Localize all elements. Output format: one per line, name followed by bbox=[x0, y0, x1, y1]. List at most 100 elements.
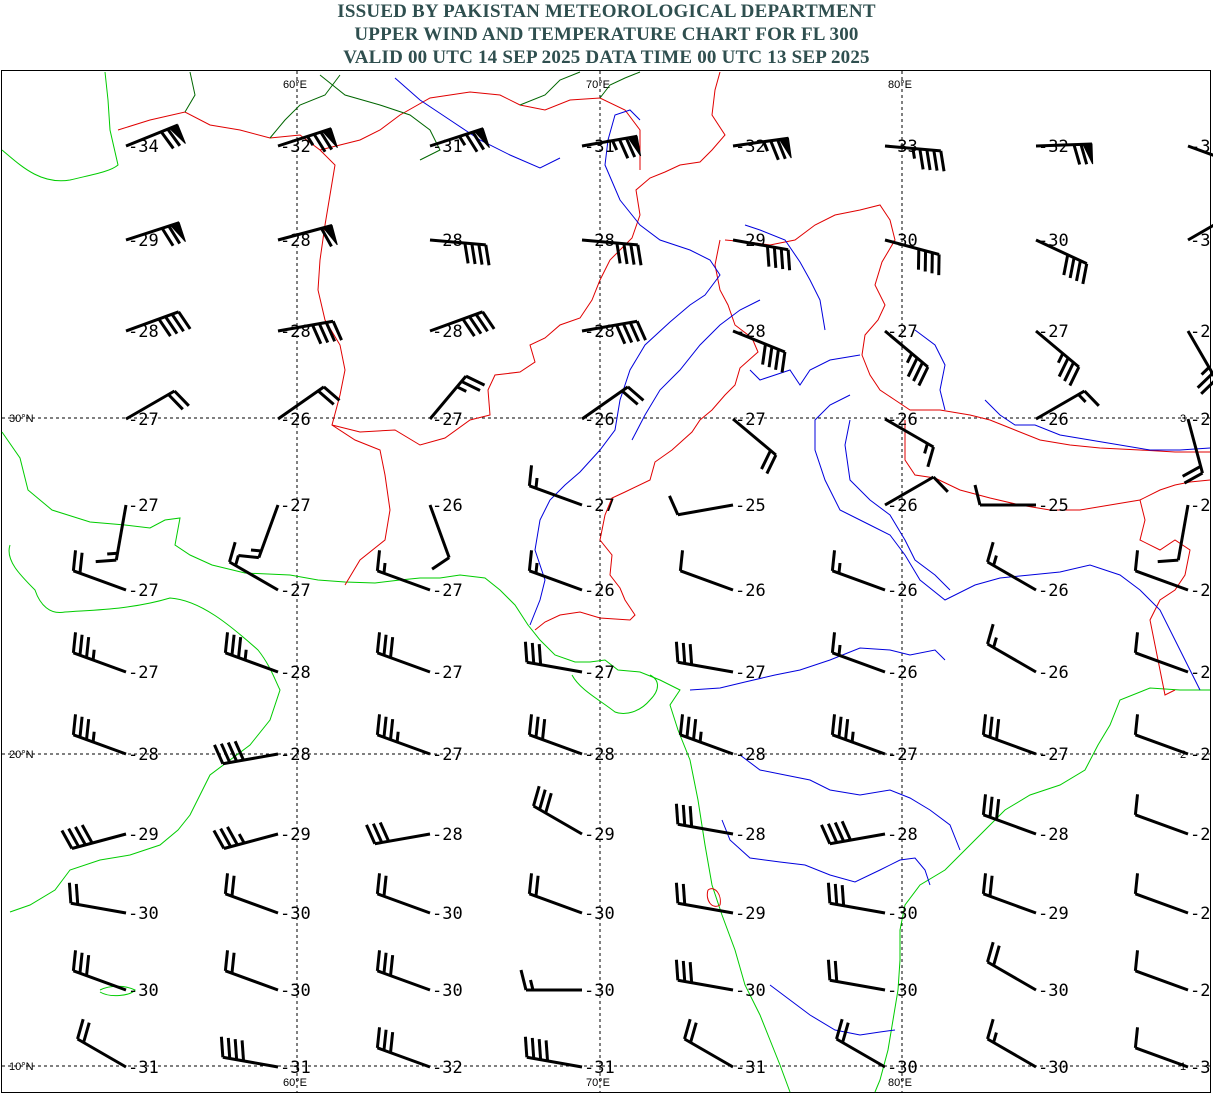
wind-barb bbox=[71, 950, 127, 992]
wind-barb bbox=[986, 541, 1037, 592]
temperature-label: -25 bbox=[735, 496, 766, 516]
station-1-4: -29 bbox=[732, 231, 792, 271]
barb-feather bbox=[226, 741, 239, 762]
temperature-label: -26 bbox=[1038, 663, 1069, 683]
barb-feather bbox=[389, 954, 395, 976]
wind-barb bbox=[1133, 714, 1189, 756]
river-ravi-sutlej bbox=[631, 299, 761, 441]
barb-shaft bbox=[222, 1055, 279, 1069]
station-3-6: -26 bbox=[1035, 389, 1100, 430]
temperature-label: -2 bbox=[1190, 745, 1210, 765]
barb-half-feather bbox=[250, 548, 262, 553]
barb-feather bbox=[382, 716, 388, 738]
barb-shaft bbox=[683, 1037, 734, 1069]
wind-barb bbox=[1035, 142, 1094, 165]
barb-shaft bbox=[831, 569, 886, 592]
station-6-6: -26 bbox=[986, 623, 1069, 683]
temperature-label: -28 bbox=[432, 231, 463, 251]
barb-feather bbox=[1072, 144, 1082, 165]
wind-barb bbox=[527, 873, 583, 915]
temperature-label: -27 bbox=[584, 663, 615, 683]
wind-barb bbox=[678, 714, 734, 756]
barb-feather bbox=[1157, 558, 1179, 564]
lon-label-bottom-80e: 80°E bbox=[888, 1077, 912, 1089]
barb-pennant bbox=[168, 124, 186, 144]
barb-feather bbox=[986, 541, 995, 563]
temperature-label: -31 bbox=[584, 1058, 615, 1078]
wind-barb bbox=[1133, 794, 1189, 836]
wind-barb bbox=[429, 310, 496, 337]
temperature-label: -27 bbox=[887, 322, 918, 342]
barb-feather bbox=[761, 343, 767, 365]
station-11-7: -3 bbox=[1133, 1027, 1210, 1078]
temperature-label: -30 bbox=[280, 904, 311, 924]
wind-barb bbox=[820, 820, 886, 846]
barb-feather bbox=[912, 361, 924, 382]
river-jhelum-chenab bbox=[744, 224, 826, 331]
station-7-7: -2 bbox=[1133, 714, 1210, 765]
barb-half-feather bbox=[243, 649, 248, 661]
barb-half-feather bbox=[456, 385, 467, 393]
station-10-3: -30 bbox=[519, 969, 615, 1001]
station-6-1: -28 bbox=[223, 632, 311, 683]
wind-barb bbox=[1035, 329, 1081, 387]
wind-barb bbox=[674, 959, 734, 992]
barb-feather bbox=[177, 311, 192, 330]
temperature-label: -30 bbox=[1038, 1058, 1069, 1078]
barb-feather bbox=[67, 882, 73, 904]
barb-shaft bbox=[72, 651, 127, 674]
temperature-label: -27 bbox=[128, 663, 159, 683]
barb-feather bbox=[389, 636, 395, 658]
barb-feather bbox=[674, 641, 680, 663]
barb-feather bbox=[78, 634, 84, 656]
station-3-3: -26 bbox=[581, 385, 645, 430]
barb-feather bbox=[237, 636, 243, 658]
barb-feather bbox=[375, 873, 382, 895]
temperature-label: -27 bbox=[1038, 745, 1069, 765]
temperature-label: -26 bbox=[1038, 581, 1069, 601]
wind-barb bbox=[884, 417, 935, 468]
barb-feather bbox=[1075, 260, 1082, 282]
barb-feather bbox=[74, 826, 87, 846]
barb-shaft bbox=[982, 892, 1037, 915]
temperature-label: -31 bbox=[128, 1058, 159, 1078]
temperature-label: -28 bbox=[1038, 825, 1069, 845]
wind-barb bbox=[67, 882, 127, 915]
station-9-6: -29 bbox=[981, 873, 1069, 924]
barb-shaft bbox=[884, 238, 940, 256]
temperature-label: -28 bbox=[128, 322, 159, 342]
barb-feather bbox=[238, 553, 260, 560]
barb-feather bbox=[95, 558, 117, 564]
wind-barb bbox=[212, 826, 279, 850]
coastline-oman bbox=[8, 544, 281, 913]
barb-shaft bbox=[528, 569, 583, 592]
barb-feather bbox=[992, 945, 1001, 966]
barb-feather bbox=[538, 789, 547, 810]
barb-shaft bbox=[277, 385, 325, 421]
barb-feather bbox=[1133, 873, 1140, 895]
barb-feather bbox=[166, 128, 182, 147]
barb-half-feather bbox=[992, 637, 998, 648]
temperature-label: -2 bbox=[1190, 981, 1210, 1001]
barb-shaft bbox=[526, 660, 583, 674]
station-9-3: -30 bbox=[527, 873, 615, 924]
station-8-0: -29 bbox=[60, 824, 159, 850]
station-10-0: -30 bbox=[71, 950, 159, 1001]
barb-feather bbox=[527, 550, 534, 572]
barb-half-feather bbox=[992, 1032, 998, 1043]
barb-half-feather bbox=[306, 135, 315, 146]
barb-shaft bbox=[1134, 813, 1189, 836]
coastline-caspian bbox=[1, 71, 119, 182]
barb-feather bbox=[474, 313, 489, 333]
station-2-4: -28 bbox=[732, 322, 787, 373]
wind-barb bbox=[732, 238, 792, 271]
barb-half-feather bbox=[837, 562, 842, 574]
wind-barb bbox=[668, 495, 734, 517]
barb-feather bbox=[692, 718, 698, 740]
barb-feather bbox=[312, 133, 327, 153]
wind-barb bbox=[674, 803, 734, 836]
station-3-2: -27 bbox=[428, 374, 486, 430]
barb-feather bbox=[157, 318, 172, 337]
barb-shaft bbox=[1187, 223, 1213, 242]
